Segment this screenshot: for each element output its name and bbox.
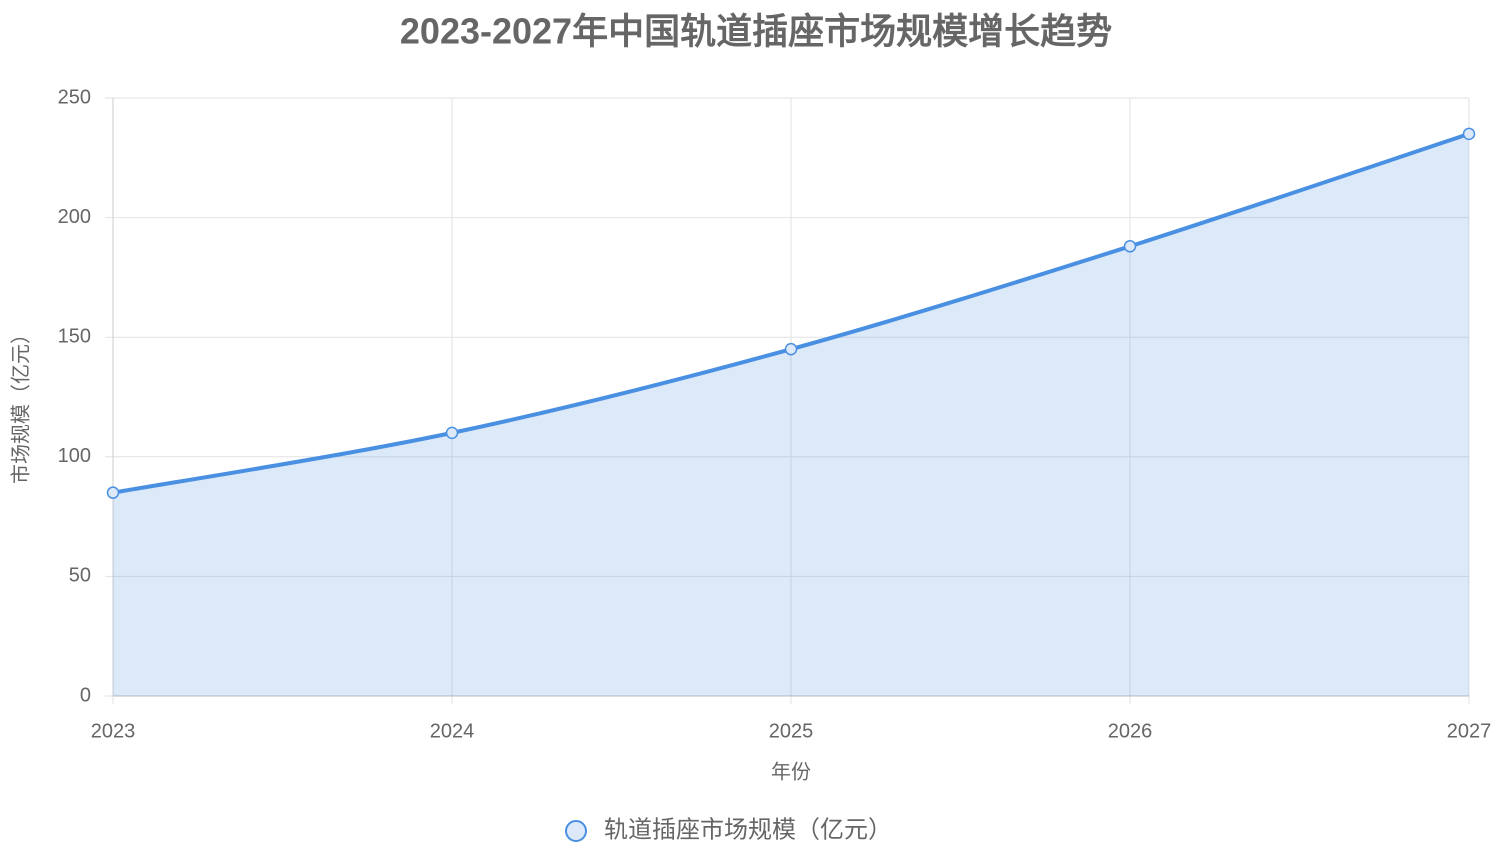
x-axis-label: 年份 bbox=[771, 760, 811, 783]
point bbox=[1123, 240, 1137, 253]
x-tick-label: 2025 bbox=[769, 720, 814, 742]
x-tick-label: 2026 bbox=[1108, 720, 1153, 742]
point bbox=[445, 426, 459, 440]
x-tick-label: 2023 bbox=[91, 720, 136, 742]
y-tick-label: 0 bbox=[80, 684, 91, 706]
legend-label: 轨道插座市场规模（亿元） bbox=[604, 816, 892, 843]
legend-marker bbox=[565, 820, 587, 842]
x-tick-label: 2027 bbox=[1447, 720, 1492, 742]
area bbox=[113, 133, 1469, 696]
y-tick-label: 100 bbox=[58, 445, 91, 467]
y-tick-label: 150 bbox=[58, 325, 91, 347]
point bbox=[1462, 127, 1476, 141]
point bbox=[784, 342, 798, 356]
point bbox=[106, 486, 120, 499]
y-tick-label: 200 bbox=[58, 206, 91, 228]
y-tick-label: 250 bbox=[58, 86, 91, 108]
chart-title: 2023-2027年中国轨道插座市场规模增长趋势 bbox=[400, 11, 1112, 52]
x-tick-label: 2024 bbox=[430, 720, 475, 742]
y-axis-label: 市场规模（亿元） bbox=[9, 324, 32, 484]
y-tick-label: 50 bbox=[69, 565, 91, 587]
